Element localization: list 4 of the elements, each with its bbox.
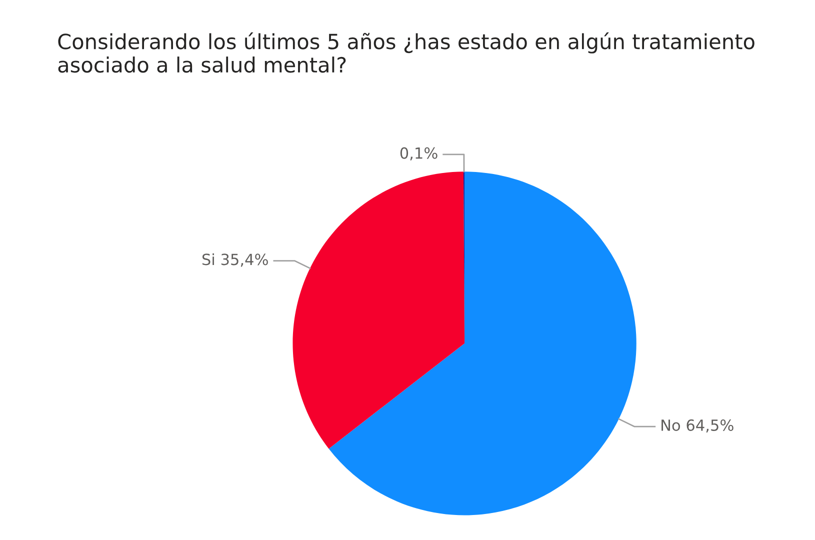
slice-label: Si 35,4% [202,253,268,267]
data-label: 0,1% [400,147,438,160]
slice-label: No 64,5% [662,419,734,433]
chart-title: Considerando los últimos 5 años ¿has estado en algún tratamiento asociado a la salud mental? [58,32,754,73]
